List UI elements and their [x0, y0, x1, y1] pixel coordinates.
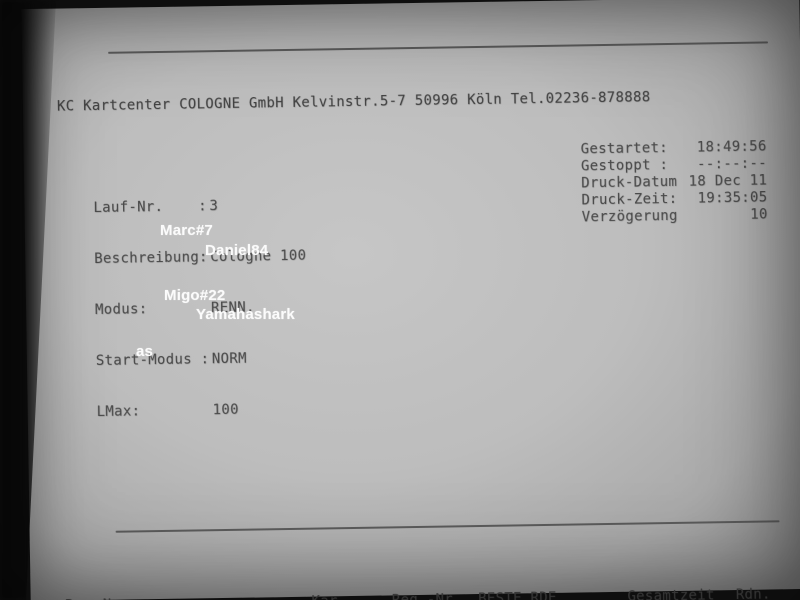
info-field-label: Verzögerung	[581, 207, 678, 226]
info-field-value: 100	[212, 401, 239, 419]
annotation-label: Marc#7	[160, 222, 213, 239]
info-field-value: NORM	[211, 350, 247, 368]
info-field-label: Start-Modus :	[95, 351, 210, 370]
run-info-right: Gestartet: 18:49:56 Gestoppt : --:--:-- Dr…	[581, 138, 768, 226]
info-field-value: 3	[209, 198, 219, 215]
info-field-label: Druck-Datum	[581, 173, 678, 192]
info-field-label: Druck-Zeit:	[581, 190, 678, 209]
company-header-line: KC Kartcenter COLOGNE GmbH Kelvinstr.5-7…	[56, 89, 651, 115]
info-field-value: --:--:--	[696, 155, 768, 173]
info-field: Verzögerung 10	[582, 206, 768, 226]
column-header-name: Name	[83, 594, 273, 600]
run-info-block: Lauf-Nr. :3 Beschreibung: Cologne 100 Mod…	[58, 138, 775, 489]
info-field-value: 18:49:56	[696, 138, 767, 156]
annotation-label: Yamahashark	[196, 306, 295, 323]
top-divider	[108, 41, 769, 54]
annotation-label: as	[136, 343, 154, 360]
info-field-label: LMax:	[96, 403, 141, 421]
info-field: LMax: 100	[61, 376, 774, 438]
info-field-label: Beschreibung:	[94, 249, 208, 268]
results-table-header: Pos Name Kar Reg.-Nr. BESTE RDE Gesamtze…	[65, 586, 777, 600]
info-field-label: Lauf-Nr. :	[93, 198, 208, 217]
column-header-kar: Kar	[288, 593, 338, 600]
info-field-label: Gestartet:	[580, 140, 669, 158]
receipt-paper: KC Kartcenter COLOGNE GmbH Kelvinstr.5-7…	[21, 0, 800, 600]
column-header-rdn: Rdn.	[735, 586, 771, 600]
info-field-value: 18 Dec 11	[688, 172, 768, 190]
column-header-reg-nr: Reg.-Nr.	[391, 591, 462, 600]
annotation-label: Daniel84	[205, 242, 269, 259]
info-field-value: 19:35:05	[697, 189, 768, 207]
info-field-label: Gestoppt :	[580, 157, 669, 175]
info-field-value: 10	[750, 206, 768, 223]
annotation-label: Migo#22	[164, 287, 226, 304]
column-header-gesamtzeit: Gesamtzeit	[627, 587, 715, 600]
header-divider	[115, 520, 780, 533]
